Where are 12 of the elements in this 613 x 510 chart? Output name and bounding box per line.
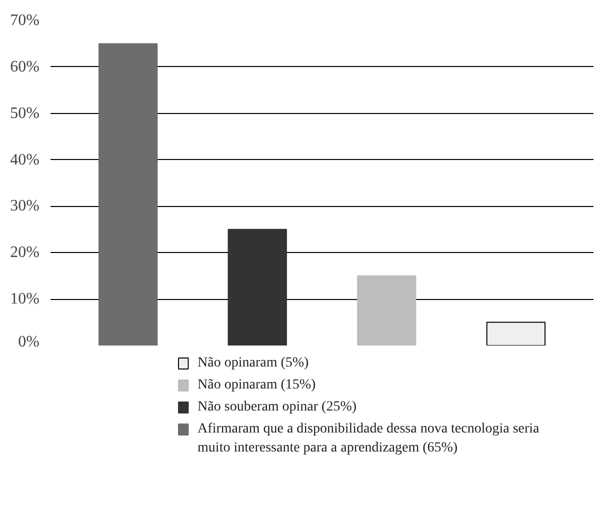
y-tick-label: 30%	[10, 198, 40, 215]
legend-label: Não souberam opinar (25%)	[198, 400, 357, 414]
y-tick-label: 40%	[10, 151, 40, 168]
legend-label: Não opinaram (15%)	[198, 378, 316, 392]
y-tick-label: 70%	[10, 12, 40, 29]
y-tick-label: 60%	[10, 58, 40, 76]
y-tick-label: 0%	[18, 334, 40, 350]
legend-label: Não opinaram (5%)	[198, 356, 310, 370]
y-tick-label: 50%	[10, 104, 40, 122]
y-tick-label: 20%	[10, 244, 40, 262]
y-tick-label: 10%	[10, 290, 40, 308]
legend-label: Afirmaram que a disponibilidade dessa nova tecnologia seria muito interessante para a aprendizagem (65%)	[198, 422, 540, 456]
